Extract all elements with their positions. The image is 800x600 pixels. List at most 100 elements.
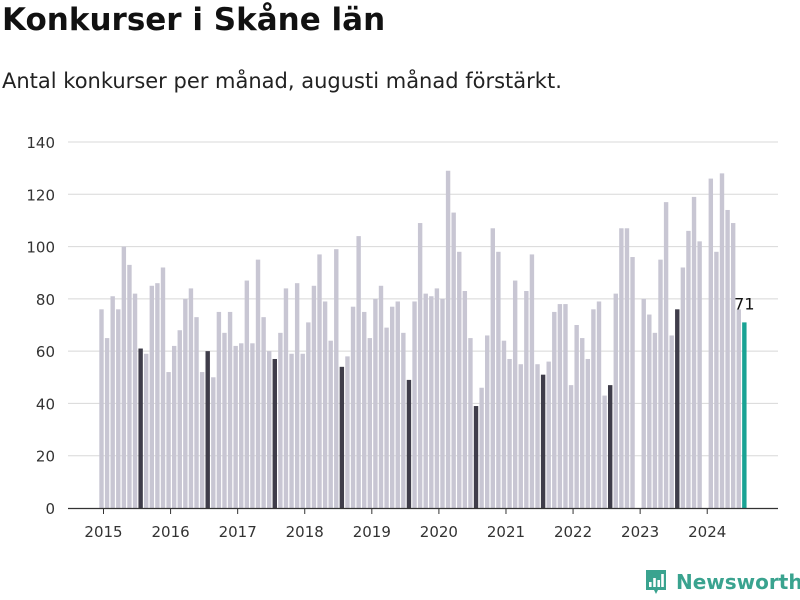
bar [127, 264, 132, 508]
bar [445, 170, 451, 508]
bar [144, 353, 149, 508]
bar [529, 254, 535, 508]
newsworthy-logo-icon [646, 570, 666, 594]
bar [367, 338, 373, 508]
bar [300, 353, 305, 508]
bar [412, 301, 417, 508]
bar [138, 348, 143, 508]
bar [362, 311, 367, 508]
bar [311, 285, 317, 508]
bar [278, 332, 283, 508]
bar [417, 223, 423, 509]
bar [630, 257, 635, 508]
bar [714, 251, 719, 509]
bar [261, 317, 266, 508]
bar [663, 202, 669, 508]
bar [205, 351, 210, 508]
bar [624, 228, 630, 508]
bar [730, 223, 736, 509]
bar-chart: 0 20 40 60 80 100 120 140 71 2015 2016 2017 2018 2019… [26, 134, 778, 541]
bar [322, 301, 328, 508]
bar [507, 358, 512, 508]
bar [429, 296, 434, 508]
bar [580, 338, 585, 508]
bar-latest [742, 322, 747, 508]
bar [294, 283, 300, 508]
bar [283, 288, 289, 508]
y-tick-label: 100 [26, 239, 55, 257]
y-tick-label: 140 [26, 134, 55, 152]
bar [479, 387, 484, 508]
bar [557, 304, 563, 508]
bar [546, 361, 551, 508]
bar [334, 249, 339, 508]
brand-logo: Newsworthy [644, 568, 800, 596]
bar [485, 335, 490, 508]
x-tick-label: 2021 [487, 523, 525, 541]
y-tick-label: 80 [36, 291, 55, 309]
bar [227, 311, 233, 508]
bar [177, 330, 182, 508]
bar [384, 327, 389, 508]
bar [462, 291, 468, 508]
bar [378, 285, 384, 508]
bar [552, 311, 557, 508]
bar [160, 267, 166, 508]
bar [725, 209, 730, 508]
bar [99, 309, 104, 508]
bar [389, 306, 395, 508]
bar [345, 356, 350, 508]
x-tick-label: 2016 [151, 523, 189, 541]
bar [473, 406, 479, 508]
bar [619, 228, 624, 508]
y-tick-label: 40 [36, 395, 55, 413]
bar [395, 301, 400, 508]
bar [406, 379, 412, 508]
bar [233, 345, 238, 508]
x-tick-label: 2019 [353, 523, 391, 541]
bar [194, 317, 199, 508]
x-tick-label: 2017 [219, 523, 257, 541]
bar [680, 267, 686, 508]
bar [211, 377, 216, 508]
bar [563, 304, 568, 508]
bar [568, 385, 574, 508]
x-tick-label: 2020 [420, 523, 458, 541]
bar [652, 332, 658, 508]
bar [155, 283, 160, 508]
bar [272, 358, 277, 508]
bar [613, 293, 618, 508]
bar [116, 309, 121, 508]
chart-title: Konkurser i Skåne län [2, 2, 386, 38]
bar [339, 366, 345, 508]
bar [440, 298, 445, 508]
bar [222, 332, 227, 508]
bar [540, 374, 546, 508]
bar [691, 196, 697, 508]
bar [244, 280, 250, 508]
bar [524, 291, 529, 508]
bar [250, 343, 255, 508]
bar [585, 358, 591, 508]
bar [736, 309, 741, 508]
bar [132, 293, 138, 508]
bar [669, 335, 674, 508]
bar [401, 332, 406, 508]
bar [216, 311, 222, 508]
bar [267, 351, 272, 508]
bar [641, 298, 646, 508]
bar [166, 372, 171, 508]
x-tick-label: 2023 [621, 523, 659, 541]
bar [434, 288, 440, 508]
bar [104, 338, 110, 508]
bar [496, 251, 501, 509]
bar [289, 353, 294, 508]
y-tick-label: 60 [36, 343, 55, 361]
bar [457, 251, 462, 509]
chart-subtitle: Antal konkurser per månad, augusti månad… [2, 69, 562, 93]
bar [350, 306, 356, 508]
bar [328, 340, 333, 508]
bar [468, 338, 473, 508]
y-tick-label: 120 [26, 186, 55, 204]
bar [490, 228, 495, 508]
